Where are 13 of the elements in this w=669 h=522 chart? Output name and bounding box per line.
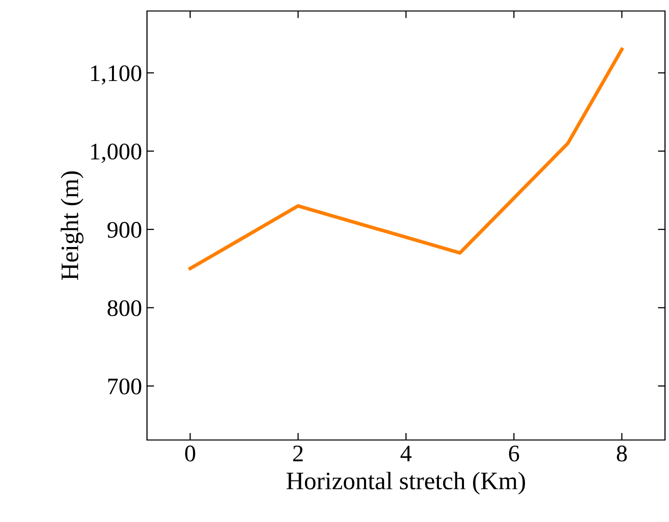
y-tick-label: 1,100	[91, 65, 142, 85]
y-tick-label: 1,000	[91, 144, 142, 163]
x-tick-label: 2	[293, 446, 303, 462]
y-tick-label: 700	[108, 378, 142, 394]
y-tick-label: 900	[107, 222, 142, 238]
y-axis-title: Height (m)	[60, 171, 84, 280]
x-axis-title: Horizontal stretch (Km)	[286, 472, 525, 494]
x-tick-label: 8	[616, 446, 627, 462]
line-series	[188, 48, 624, 270]
x-tick-label: 0	[185, 446, 196, 462]
y-tick-label: 800	[108, 300, 142, 316]
x-tick-label: 4	[400, 446, 412, 462]
x-tick-label: 6	[509, 446, 520, 462]
